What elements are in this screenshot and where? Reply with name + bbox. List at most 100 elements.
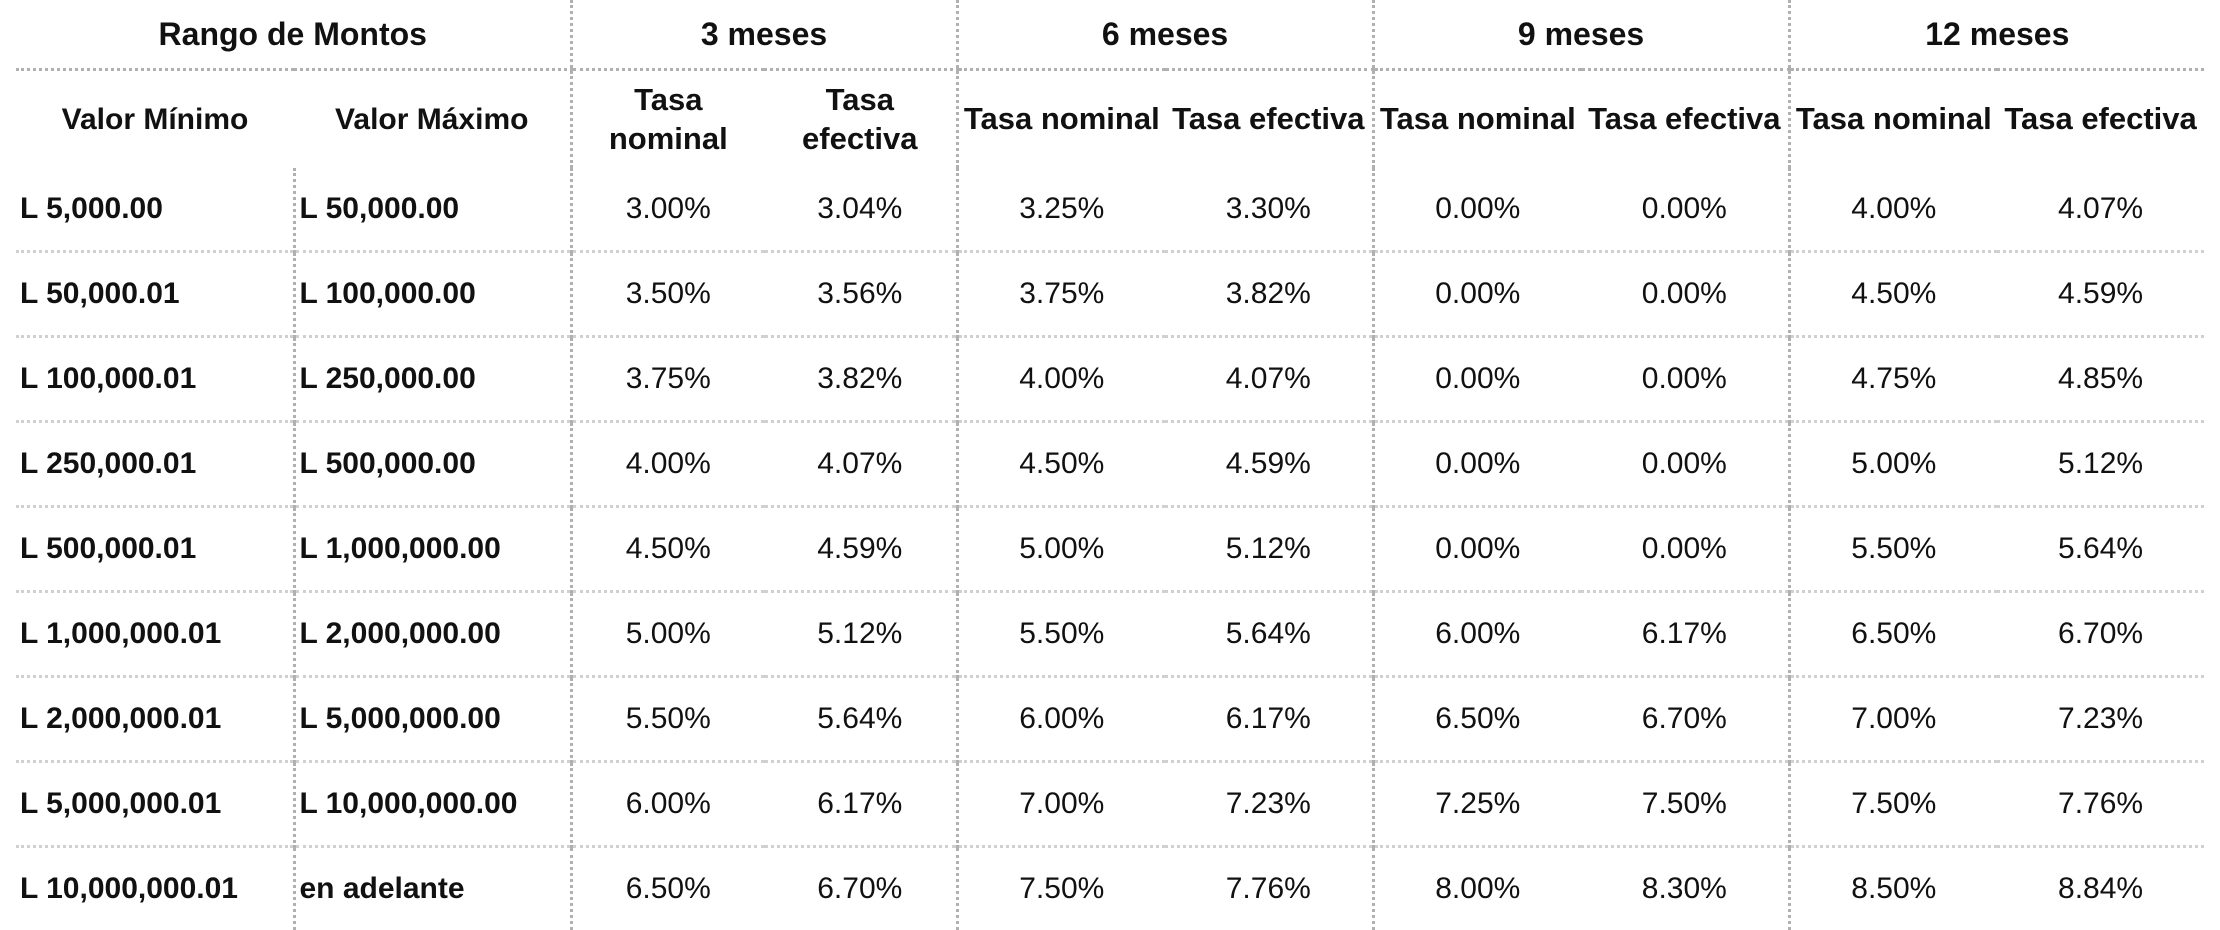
- min-amount-cell: L 500,000.01: [16, 507, 294, 592]
- effective-rate-cell: 7.23%: [1997, 677, 2204, 762]
- effective-rate-cell: 4.59%: [1165, 422, 1373, 507]
- nominal-rate-cell: 3.50%: [571, 252, 764, 337]
- min-value-header: Valor Mínimo: [16, 70, 294, 169]
- nominal-rate-cell: 0.00%: [1373, 507, 1581, 592]
- effective-rate-cell: 5.12%: [764, 592, 957, 677]
- effective-rate-cell: 5.12%: [1997, 422, 2204, 507]
- effective-rate-cell: 7.76%: [1165, 847, 1373, 930]
- effective-rate-cell: 6.17%: [764, 762, 957, 847]
- max-amount-cell: L 5,000,000.00: [294, 677, 571, 762]
- range-header: Rango de Montos: [16, 0, 571, 70]
- min-amount-cell: L 250,000.01: [16, 422, 294, 507]
- min-amount-cell: L 5,000,000.01: [16, 762, 294, 847]
- max-amount-cell: L 100,000.00: [294, 252, 571, 337]
- nominal-rate-cell: 8.50%: [1789, 847, 1997, 930]
- effective-rate-cell: 4.07%: [1997, 168, 2204, 252]
- min-amount-cell: L 50,000.01: [16, 252, 294, 337]
- nominal-rate-cell: 5.00%: [957, 507, 1165, 592]
- max-amount-cell: L 1,000,000.00: [294, 507, 571, 592]
- min-amount-cell: L 5,000.00: [16, 168, 294, 252]
- nominal-rate-cell: 3.75%: [957, 252, 1165, 337]
- effective-rate-cell: 6.70%: [764, 847, 957, 930]
- max-amount-cell: L 500,000.00: [294, 422, 571, 507]
- header-sub-row: Valor Mínimo Valor Máximo Tasa nominal T…: [16, 70, 2204, 169]
- max-amount-cell: L 10,000,000.00: [294, 762, 571, 847]
- nominal-rate-cell: 7.25%: [1373, 762, 1581, 847]
- nominal-rate-cell: 5.50%: [957, 592, 1165, 677]
- nominal-rate-header: Tasa nominal: [1789, 70, 1997, 169]
- nominal-rate-cell: 0.00%: [1373, 422, 1581, 507]
- effective-rate-cell: 6.70%: [1581, 677, 1789, 762]
- effective-rate-cell: 7.76%: [1997, 762, 2204, 847]
- max-amount-cell: en adelante: [294, 847, 571, 930]
- effective-rate-cell: 8.30%: [1581, 847, 1789, 930]
- nominal-rate-cell: 4.50%: [957, 422, 1165, 507]
- nominal-rate-cell: 4.50%: [1789, 252, 1997, 337]
- effective-rate-cell: 0.00%: [1581, 337, 1789, 422]
- effective-rate-cell: 4.59%: [1997, 252, 2204, 337]
- nominal-rate-cell: 6.00%: [957, 677, 1165, 762]
- nominal-rate-header: Tasa nominal: [957, 70, 1165, 169]
- nominal-rate-cell: 8.00%: [1373, 847, 1581, 930]
- effective-rate-cell: 3.30%: [1165, 168, 1373, 252]
- nominal-rate-cell: 0.00%: [1373, 168, 1581, 252]
- nominal-rate-cell: 3.75%: [571, 337, 764, 422]
- effective-rate-header: Tasa efectiva: [764, 70, 957, 169]
- nominal-rate-header: Tasa nominal: [1373, 70, 1581, 169]
- effective-rate-cell: 3.56%: [764, 252, 957, 337]
- effective-rate-cell: 4.07%: [1165, 337, 1373, 422]
- min-amount-cell: L 100,000.01: [16, 337, 294, 422]
- effective-rate-header: Tasa efectiva: [1997, 70, 2204, 169]
- period-header-9: 9 meses: [1373, 0, 1789, 70]
- nominal-rate-cell: 6.00%: [571, 762, 764, 847]
- period-header-6: 6 meses: [957, 0, 1373, 70]
- effective-rate-cell: 3.82%: [764, 337, 957, 422]
- effective-rate-cell: 5.64%: [1997, 507, 2204, 592]
- effective-rate-cell: 3.82%: [1165, 252, 1373, 337]
- effective-rate-cell: 7.23%: [1165, 762, 1373, 847]
- min-amount-cell: L 2,000,000.01: [16, 677, 294, 762]
- effective-rate-cell: 0.00%: [1581, 507, 1789, 592]
- nominal-rate-cell: 4.75%: [1789, 337, 1997, 422]
- effective-rate-cell: 6.17%: [1581, 592, 1789, 677]
- effective-rate-cell: 8.84%: [1997, 847, 2204, 930]
- nominal-rate-cell: 5.50%: [1789, 507, 1997, 592]
- effective-rate-cell: 4.59%: [764, 507, 957, 592]
- min-amount-cell: L 10,000,000.01: [16, 847, 294, 930]
- nominal-rate-cell: 0.00%: [1373, 337, 1581, 422]
- effective-rate-cell: 5.64%: [764, 677, 957, 762]
- nominal-rate-cell: 7.00%: [957, 762, 1165, 847]
- nominal-rate-cell: 6.50%: [1789, 592, 1997, 677]
- nominal-rate-cell: 0.00%: [1373, 252, 1581, 337]
- nominal-rate-cell: 3.00%: [571, 168, 764, 252]
- rates-table: Rango de Montos 3 meses 6 meses 9 meses …: [16, 0, 2204, 930]
- period-header-12: 12 meses: [1789, 0, 2204, 70]
- nominal-rate-cell: 6.50%: [571, 847, 764, 930]
- nominal-rate-cell: 6.00%: [1373, 592, 1581, 677]
- nominal-rate-cell: 5.00%: [1789, 422, 1997, 507]
- nominal-rate-cell: 4.00%: [571, 422, 764, 507]
- nominal-rate-cell: 7.00%: [1789, 677, 1997, 762]
- period-header-3: 3 meses: [571, 0, 957, 70]
- header-group-row: Rango de Montos 3 meses 6 meses 9 meses …: [16, 0, 2204, 70]
- nominal-rate-cell: 5.50%: [571, 677, 764, 762]
- effective-rate-header: Tasa efectiva: [1581, 70, 1789, 169]
- max-value-header: Valor Máximo: [294, 70, 571, 169]
- effective-rate-cell: 0.00%: [1581, 252, 1789, 337]
- nominal-rate-cell: 7.50%: [957, 847, 1165, 930]
- nominal-rate-cell: 4.00%: [957, 337, 1165, 422]
- max-amount-cell: L 2,000,000.00: [294, 592, 571, 677]
- max-amount-cell: L 250,000.00: [294, 337, 571, 422]
- effective-rate-cell: 0.00%: [1581, 422, 1789, 507]
- nominal-rate-cell: 4.00%: [1789, 168, 1997, 252]
- nominal-rate-cell: 7.50%: [1789, 762, 1997, 847]
- effective-rate-cell: 7.50%: [1581, 762, 1789, 847]
